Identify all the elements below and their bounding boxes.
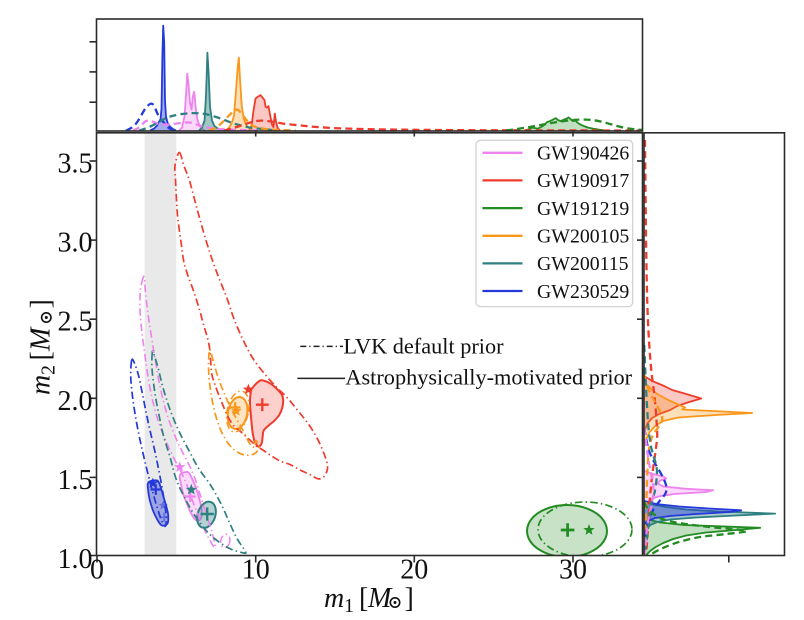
svg-text:10: 10 [242,555,270,586]
svg-text:2: 2 [38,365,60,375]
svg-text:GW200115: GW200115 [537,253,629,275]
svg-text:20: 20 [400,555,428,586]
svg-text:M: M [26,326,57,352]
svg-text:3.0: 3.0 [58,228,93,259]
svg-text:3.5: 3.5 [58,149,93,180]
svg-text:GW191219: GW191219 [537,198,629,220]
svg-text:m: m [324,583,344,614]
svg-text:[: [ [26,351,57,360]
svg-text:M: M [367,583,393,614]
svg-text:30: 30 [559,555,587,586]
svg-text:1.0: 1.0 [58,544,93,575]
svg-text:]: ] [26,299,57,308]
svg-text:GW230529: GW230529 [537,281,629,303]
svg-text:2.0: 2.0 [58,386,93,417]
svg-text:[: [ [359,583,368,614]
svg-text:0: 0 [90,555,104,586]
svg-text:1: 1 [344,595,354,615]
svg-text:]: ] [405,583,414,614]
svg-text:LVK default prior: LVK default prior [343,334,504,359]
svg-text:GW200105: GW200105 [537,226,629,248]
svg-text:1.5: 1.5 [58,465,93,496]
svg-text:GW190917: GW190917 [537,170,629,192]
svg-text:Astrophysically-motivated prio: Astrophysically-motivated prior [345,364,632,389]
svg-text:2.5: 2.5 [58,307,93,338]
svg-text:m: m [26,375,57,395]
svg-text:GW190426: GW190426 [537,143,629,165]
